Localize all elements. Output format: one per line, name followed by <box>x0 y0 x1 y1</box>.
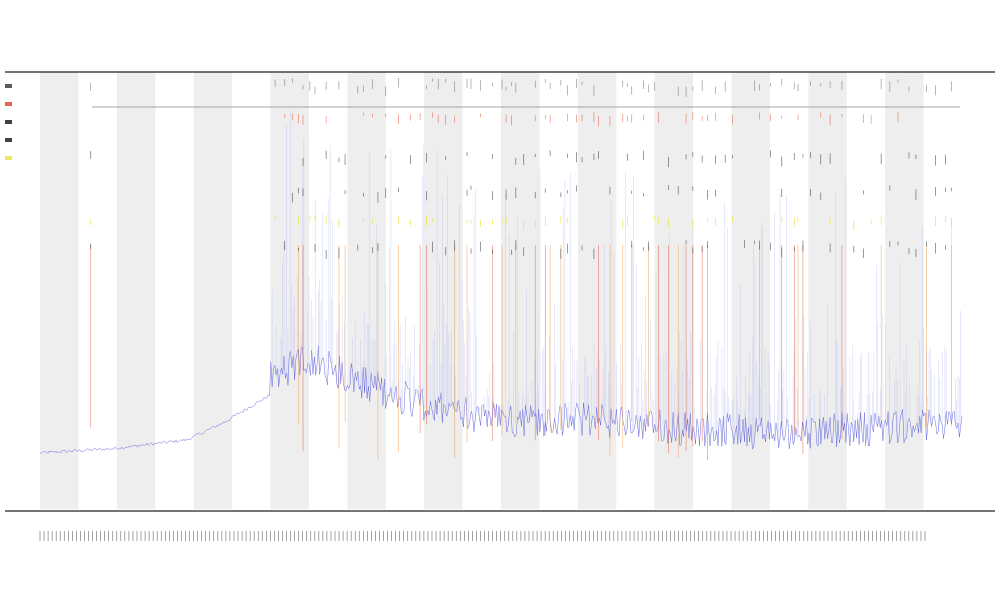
column-band <box>424 72 463 509</box>
column-band <box>116 72 156 509</box>
column-band <box>193 72 233 509</box>
column-band <box>577 72 617 509</box>
column-band <box>347 72 386 509</box>
signal-line <box>39 345 963 455</box>
column-band <box>808 72 847 509</box>
legend-swatch <box>5 156 12 160</box>
legend-swatch <box>5 102 12 106</box>
column-band <box>731 72 770 509</box>
column-band <box>654 72 694 509</box>
column-band <box>501 72 540 509</box>
legend-swatch <box>5 120 12 124</box>
column-band <box>885 72 924 509</box>
column-band <box>40 72 79 509</box>
legend-swatch <box>5 84 12 88</box>
legend-swatch <box>5 138 12 142</box>
